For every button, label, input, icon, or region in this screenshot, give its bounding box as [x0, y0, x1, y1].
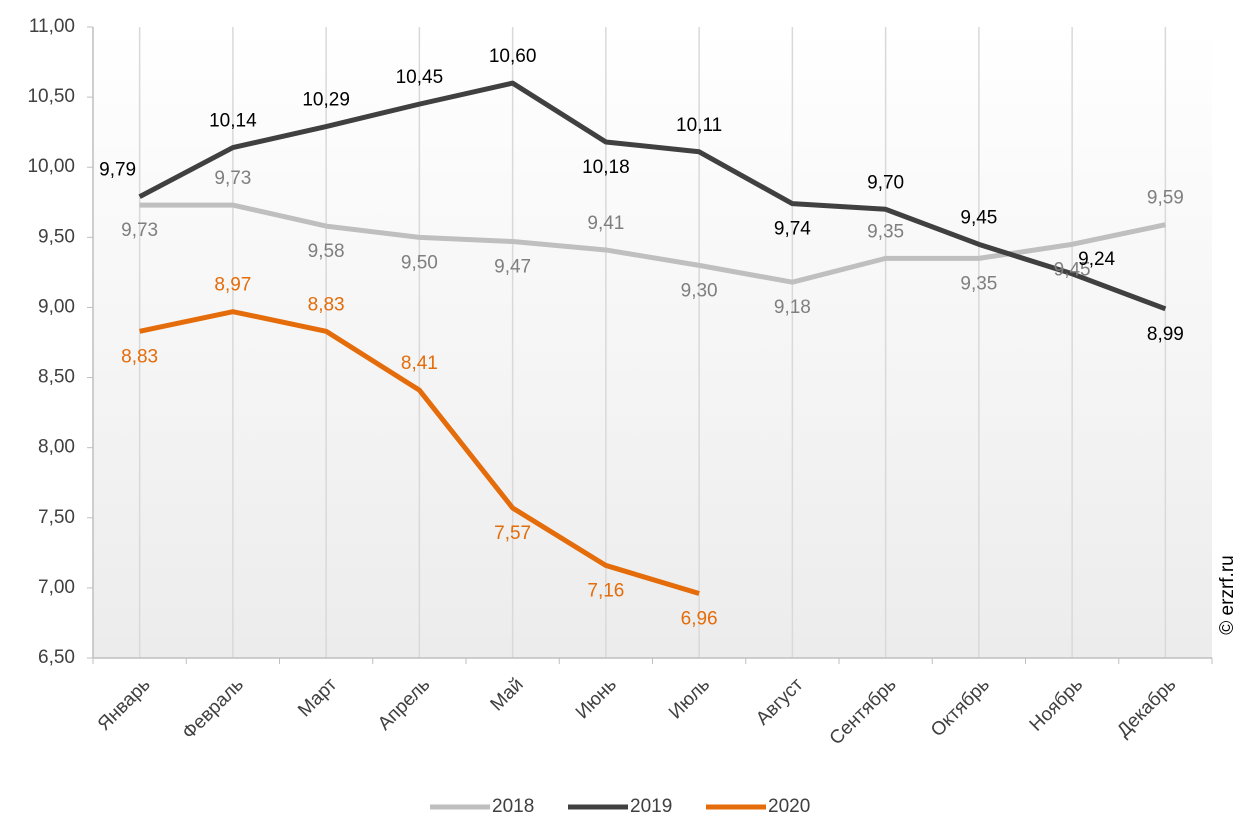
data-label: 10,14: [209, 111, 257, 132]
x-tick-label: Ноябрь: [1026, 674, 1088, 736]
data-label: 9,50: [401, 252, 438, 273]
plot-area: [93, 27, 1212, 658]
x-tick-label: Август: [752, 674, 807, 729]
data-label: 9,59: [1147, 188, 1184, 209]
data-label: 10,60: [489, 46, 537, 67]
y-tick-label: 11,00: [29, 16, 75, 37]
data-label: 8,83: [121, 346, 158, 367]
y-tick-label: 7,50: [38, 507, 75, 528]
data-label: 8,83: [308, 294, 345, 315]
x-tick-label: Октябрь: [927, 674, 994, 741]
y-tick-label: 10,50: [27, 86, 75, 107]
data-label: 8,99: [1147, 324, 1184, 345]
data-label: 9,73: [121, 220, 158, 241]
data-label: 7,57: [494, 523, 531, 544]
y-tick-label: 6,50: [38, 647, 75, 668]
x-tick-label: Январь: [94, 674, 155, 735]
series-line: [139, 309, 700, 596]
x-tick-label: Май: [487, 674, 528, 715]
y-tick-label: 10,00: [27, 156, 75, 177]
data-label: 9,45: [960, 207, 997, 228]
x-tick-label: Декабрь: [1113, 674, 1180, 741]
data-label: 9,41: [587, 213, 624, 234]
data-label: 9,24: [1078, 249, 1115, 270]
data-label: 9,70: [867, 172, 904, 193]
data-label: 9,73: [214, 168, 251, 189]
y-tick-label: 8,50: [38, 367, 75, 388]
series-line: [139, 202, 1166, 285]
x-tick-label: Апрель: [374, 674, 434, 734]
x-tick-label: Июль: [665, 674, 714, 723]
data-label: 6,96: [681, 609, 718, 630]
data-label: 8,97: [214, 275, 251, 296]
data-label: 10,11: [676, 115, 722, 136]
legend-label: 2018: [492, 796, 534, 817]
x-tick-label: Март: [294, 674, 341, 721]
legend-label: 2019: [630, 796, 672, 817]
y-tick-label: 8,00: [38, 437, 75, 458]
data-label: 9,58: [308, 241, 345, 262]
data-label: 9,45: [1054, 259, 1091, 280]
legend-label: 2020: [768, 796, 810, 817]
data-label: 9,79: [99, 160, 136, 181]
data-label: 9,18: [774, 297, 811, 318]
data-label: 10,45: [396, 67, 444, 88]
x-tick-label: Февраль: [178, 674, 248, 744]
y-tick-label: 7,00: [38, 577, 75, 598]
x-tick-label: Июнь: [572, 674, 621, 723]
data-label: 7,16: [587, 580, 624, 601]
data-label: 9,47: [494, 257, 531, 278]
y-tick-label: 9,50: [38, 226, 75, 247]
watermark: © erzrf.ru: [1217, 555, 1238, 634]
data-label: 9,30: [681, 280, 718, 301]
data-label: 8,41: [401, 353, 438, 374]
series-line: [138, 80, 1167, 312]
x-tick-label: Сентябрь: [826, 674, 901, 749]
y-tick-label: 9,00: [38, 296, 75, 317]
data-label: 9,74: [774, 219, 811, 240]
data-label: 9,35: [960, 273, 997, 294]
data-label: 10,29: [302, 90, 350, 111]
data-label: 9,35: [867, 221, 904, 242]
data-label: 10,18: [582, 157, 630, 178]
